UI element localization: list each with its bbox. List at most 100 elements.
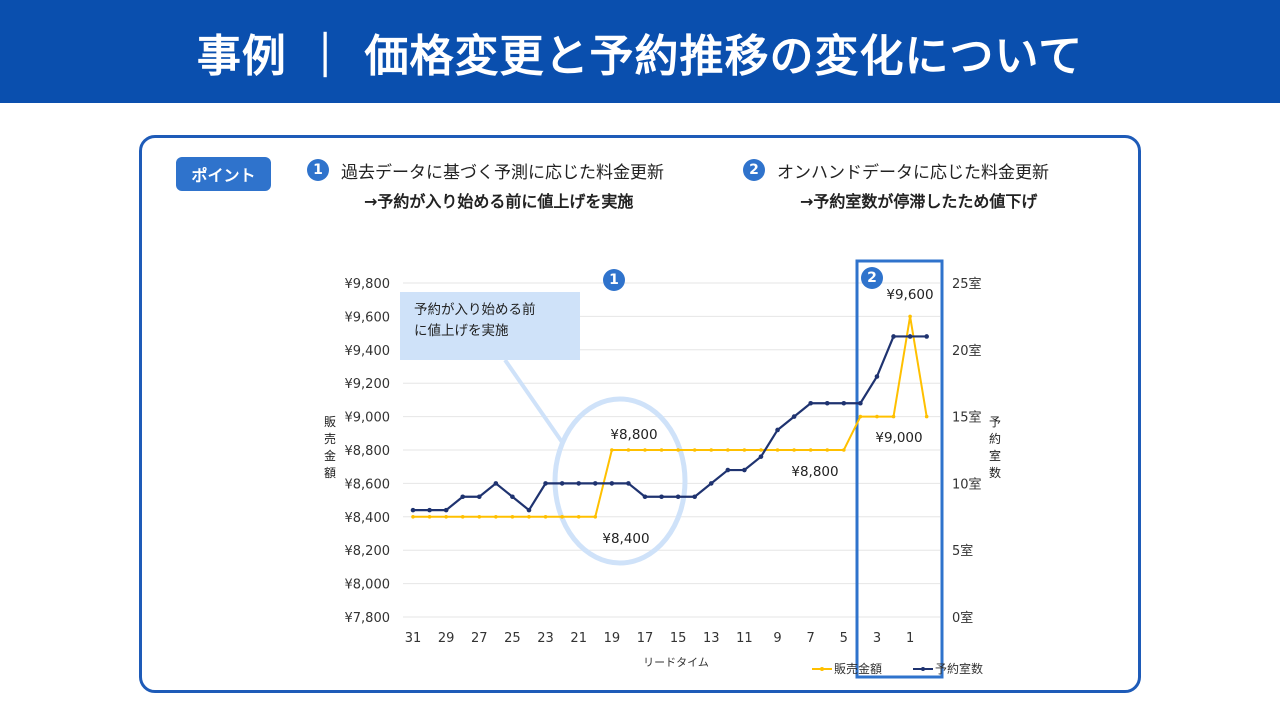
right-tick-label: 25室	[952, 276, 982, 292]
data-point-rooms	[443, 507, 449, 513]
data-label: ¥9,000	[875, 430, 922, 446]
point-1-detail: →予約が入り始める前に値上げを実施	[364, 192, 634, 211]
data-point-rooms	[609, 481, 615, 486]
x-tick-label: 19	[604, 631, 621, 646]
data-label: ¥8,800	[610, 427, 657, 443]
left-tick-label: ¥8,400	[345, 511, 391, 526]
left-tick-label: ¥9,800	[345, 277, 391, 292]
data-point-price	[527, 515, 531, 519]
point-2-detail: →予約室数が停滞したため値下げ	[800, 192, 1038, 211]
data-point-price	[494, 515, 498, 519]
legend-marker	[921, 667, 925, 671]
left-tick-label: ¥9,400	[345, 344, 391, 359]
data-point-price	[891, 414, 896, 419]
data-point-rooms	[758, 454, 764, 459]
x-tick-label: 17	[637, 631, 654, 646]
data-point-rooms	[708, 481, 714, 486]
data-point-price	[411, 515, 415, 519]
data-point-price	[676, 448, 680, 452]
data-point-rooms	[808, 400, 813, 406]
data-point-rooms	[675, 494, 681, 500]
series-line-price	[413, 316, 928, 518]
x-tick-label: 27	[471, 631, 488, 646]
x-tick-label: 13	[703, 631, 720, 646]
data-point-rooms	[659, 494, 664, 500]
x-tick-label: 23	[537, 631, 554, 646]
data-point-price	[593, 515, 598, 519]
data-point-rooms	[460, 494, 466, 500]
marker-2-icon: 2	[861, 267, 883, 289]
data-point-price	[709, 448, 714, 452]
data-point-price	[908, 314, 912, 319]
left-tick-label: ¥7,800	[345, 611, 391, 626]
data-point-price	[792, 448, 796, 452]
x-tick-label: 15	[670, 631, 687, 646]
x-tick-label: 25	[504, 631, 521, 646]
point-badge: ポイント	[176, 157, 271, 191]
x-tick-label: 9	[773, 631, 781, 646]
data-point-price	[726, 448, 730, 452]
data-point-price	[692, 448, 697, 452]
left-tick-label: ¥9,200	[345, 377, 391, 392]
data-point-rooms	[592, 481, 598, 486]
marker-1-icon: 1	[603, 269, 625, 291]
right-tick-label: 0室	[952, 610, 973, 626]
point-1-number-icon: 1	[307, 159, 329, 181]
point-2-heading: オンハンドデータに応じた料金更新	[777, 163, 1049, 183]
data-point-price	[875, 414, 879, 419]
data-point-price	[742, 448, 747, 452]
data-point-rooms	[410, 507, 416, 513]
highlight-box	[855, 259, 944, 679]
data-point-price	[858, 414, 863, 419]
data-point-price	[759, 448, 763, 452]
data-point-price	[643, 448, 647, 452]
data-point-rooms	[858, 400, 863, 406]
data-point-rooms	[427, 507, 432, 513]
x-tick-label: 5	[840, 631, 848, 646]
left-tick-label: ¥8,600	[345, 477, 391, 492]
left-tick-label: ¥9,600	[345, 310, 391, 325]
data-point-rooms	[510, 494, 515, 500]
left-tick-label: ¥8,200	[345, 544, 391, 559]
data-point-rooms	[626, 481, 631, 486]
x-axis-label: リードタイム	[643, 656, 709, 669]
x-tick-label: 3	[873, 631, 881, 646]
x-tick-label: 7	[807, 631, 815, 646]
data-point-price	[775, 448, 780, 452]
data-label: ¥8,400	[602, 531, 649, 547]
x-tick-label: 29	[438, 631, 455, 646]
left-tick-label: ¥8,000	[345, 578, 391, 593]
right-tick-label: 20室	[952, 343, 982, 359]
data-point-rooms	[493, 481, 499, 486]
callout-pointer	[503, 358, 564, 444]
data-point-price	[560, 515, 564, 519]
data-point-rooms	[907, 334, 913, 339]
data-label: ¥9,600	[886, 287, 933, 303]
data-point-rooms	[526, 507, 532, 513]
x-tick-label: 21	[570, 631, 587, 646]
x-tick-label: 1	[906, 631, 914, 646]
data-point-rooms	[775, 427, 780, 433]
data-point-price	[543, 515, 548, 519]
data-point-rooms	[559, 481, 565, 486]
legend-label: 販売金額	[834, 661, 882, 676]
data-point-price	[460, 515, 465, 519]
right-axis-label: 予約室数	[988, 415, 1001, 480]
data-point-price	[808, 448, 813, 452]
callout-line-2: に値上げを実施	[414, 323, 509, 339]
x-tick-label: 31	[405, 631, 422, 646]
data-point-rooms	[742, 467, 747, 473]
callout-line-1: 予約が入り始める前	[414, 302, 536, 318]
legend-marker	[820, 667, 824, 671]
data-point-rooms	[874, 374, 880, 379]
left-tick-label: ¥9,000	[345, 411, 391, 426]
data-point-price	[610, 448, 614, 452]
data-point-rooms	[543, 481, 548, 486]
legend-label: 予約室数	[935, 661, 983, 676]
point-1-heading: 過去データに基づく予測に応じた料金更新	[341, 163, 664, 183]
series-line-rooms	[413, 335, 927, 512]
data-label: ¥8,800	[791, 464, 838, 480]
data-point-price	[477, 515, 482, 519]
right-tick-label: 15室	[952, 410, 982, 426]
content-card	[139, 135, 1141, 693]
